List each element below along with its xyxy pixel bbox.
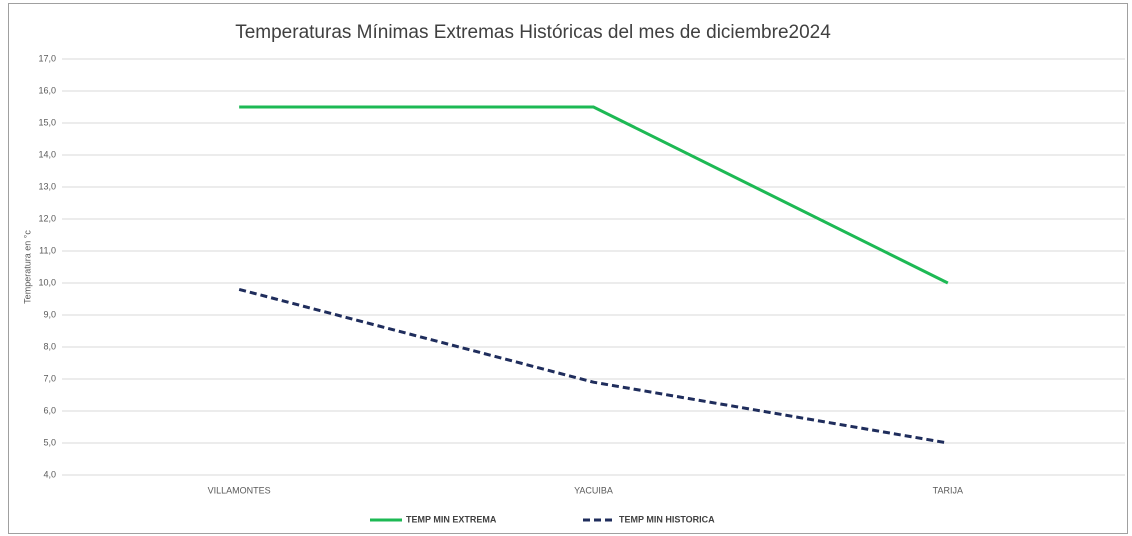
y-tick-label: 4,0 bbox=[43, 469, 56, 479]
y-tick-label: 8,0 bbox=[43, 341, 56, 351]
y-tick-label: 16,0 bbox=[38, 85, 56, 95]
x-tick-label: TARIJA bbox=[933, 485, 963, 495]
series-line bbox=[238, 287, 949, 445]
y-tick-label: 9,0 bbox=[43, 309, 56, 319]
y-tick-label: 11,0 bbox=[39, 245, 56, 255]
y-tick-label: 17,0 bbox=[38, 53, 56, 63]
chart-title: Temperaturas Mínimas Extremas Históricas… bbox=[235, 22, 831, 43]
y-tick-label: 13,0 bbox=[38, 181, 56, 191]
y-tick-label: 15,0 bbox=[38, 117, 56, 127]
series-line bbox=[239, 105, 949, 285]
x-tick-label: VILLAMONTES bbox=[208, 485, 271, 495]
y-tick-label: 5,0 bbox=[43, 437, 56, 447]
y-tick-label: 6,0 bbox=[43, 405, 56, 415]
y-tick-label: 14,0 bbox=[38, 149, 56, 159]
y-tick-label: 10,0 bbox=[38, 277, 56, 287]
chart-border bbox=[8, 3, 1128, 534]
y-tick-label: 7,0 bbox=[43, 373, 56, 383]
y-tick-label: 12,0 bbox=[38, 213, 56, 223]
legend-label: TEMP MIN HISTORICA bbox=[619, 514, 715, 524]
y-axis-label: Temperatura en °c bbox=[22, 230, 32, 304]
legend-label: TEMP MIN EXTREMA bbox=[406, 514, 497, 524]
x-tick-label: YACUIBA bbox=[574, 485, 613, 495]
